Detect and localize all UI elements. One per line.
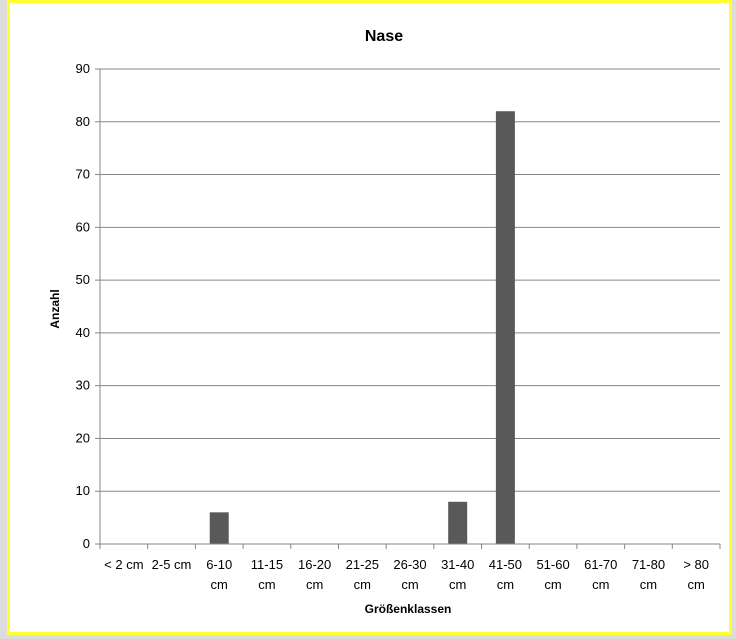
y-tick-label: 90 bbox=[76, 61, 90, 76]
bar bbox=[209, 512, 229, 544]
chart-frame: Nase 0 10 20 30 40 50 60 70 80 90 < 2 cm 2-5 cm 6-1… bbox=[7, 0, 732, 635]
x-tick-label: > 80 cm bbox=[683, 557, 709, 592]
x-tick-label: 6-10 cm bbox=[206, 557, 232, 592]
bar-chart: Nase 0 10 20 30 40 50 60 70 80 90 < 2 cm 2-5 cm 6-1… bbox=[48, 28, 721, 616]
y-tick-label: 60 bbox=[76, 219, 90, 234]
x-axis-title: Größenklassen bbox=[365, 602, 452, 616]
y-tick-label: 30 bbox=[76, 378, 90, 393]
bar bbox=[495, 111, 515, 544]
x-tick-label: 71-80 cm bbox=[632, 557, 665, 592]
y-tick-label: 70 bbox=[76, 167, 90, 182]
y-tick-label: 10 bbox=[76, 483, 90, 498]
bar bbox=[448, 501, 468, 544]
x-tick-label: 41-50 cm bbox=[489, 557, 522, 592]
x-tick-label: 26-30 cm bbox=[393, 557, 426, 592]
x-tick-label: 31-40 cm bbox=[441, 557, 474, 592]
x-tick-label: 21-25 cm bbox=[346, 557, 379, 592]
x-tick-label: 16-20 cm bbox=[298, 557, 331, 592]
y-tick-label: 20 bbox=[76, 430, 90, 445]
chart-title: Nase bbox=[365, 28, 403, 45]
x-tick-label: 51-60 cm bbox=[536, 557, 569, 592]
y-tick-label: 40 bbox=[76, 325, 90, 340]
x-tick-label: 61-70 cm bbox=[584, 557, 617, 592]
x-tick-label: 11-15 cm bbox=[251, 557, 283, 592]
y-tick-label: 80 bbox=[76, 114, 90, 129]
y-axis-title: Anzahl bbox=[48, 289, 62, 328]
x-tick-label: < 2 cm bbox=[104, 557, 143, 572]
y-tick-label: 50 bbox=[76, 272, 90, 287]
x-tick-label: 2-5 cm bbox=[152, 557, 192, 572]
y-tick-label: 0 bbox=[83, 536, 90, 551]
